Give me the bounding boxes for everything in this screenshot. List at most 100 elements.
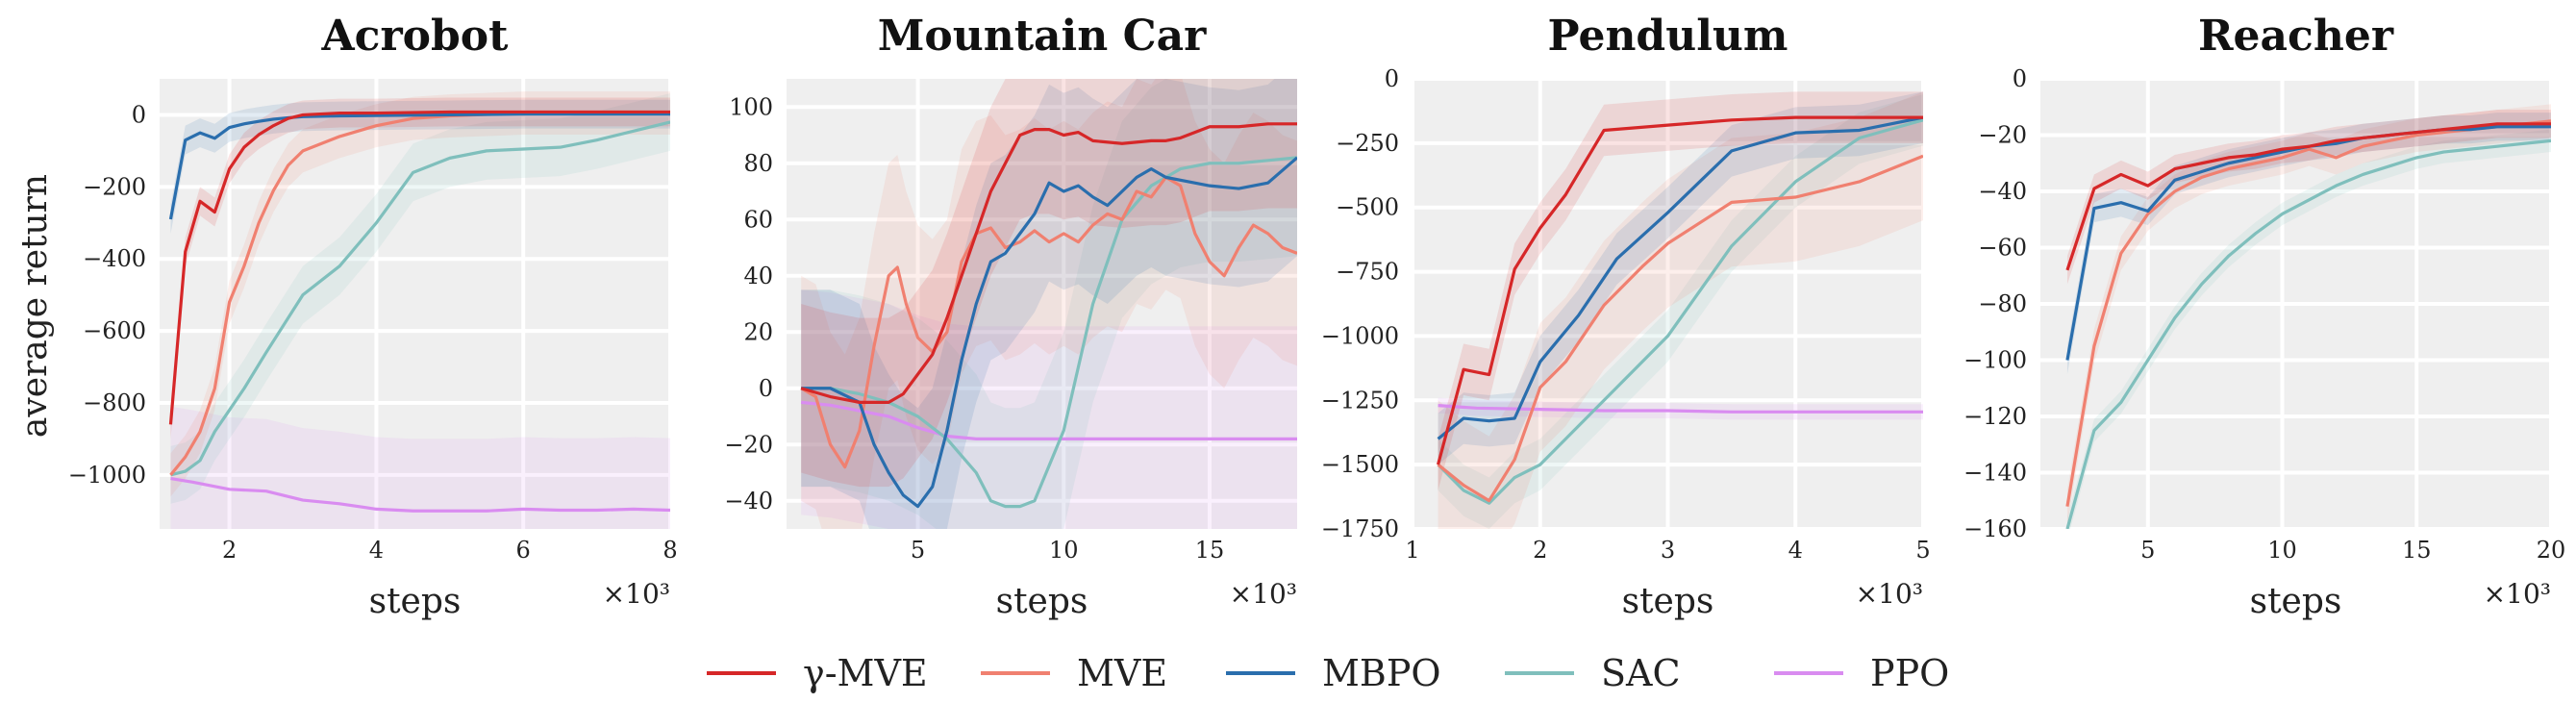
x-tick-label: 5	[1915, 537, 1930, 564]
legend-label: SAC	[1601, 652, 1681, 694]
y-tick-label: −750	[1336, 259, 1399, 286]
y-tick-label: 0	[1385, 65, 1399, 92]
legend-item: PPO	[1774, 652, 1949, 694]
y-tick-label: −600	[83, 317, 146, 344]
y-tick-label: −800	[83, 389, 146, 416]
x-tick-label: 15	[1195, 537, 1225, 564]
line-mve	[800, 122, 1297, 404]
line-sac	[801, 156, 1297, 509]
band-mbpo	[1438, 91, 1923, 465]
y-tick-label: −1750	[1321, 515, 1399, 542]
panel-title: Acrobot	[321, 12, 510, 61]
y-tick-label: −100	[1963, 347, 2027, 374]
legend-item: SAC	[1505, 652, 1681, 694]
y-tick-label: 60	[743, 206, 773, 233]
band-mve	[1438, 91, 1923, 490]
x-axis-label: steps	[369, 582, 462, 621]
band-sac	[2066, 129, 2551, 529]
panel-title: Reacher	[2198, 12, 2394, 61]
y-tick-label: −1250	[1321, 387, 1399, 414]
x-multiplier: ×10³	[1230, 578, 1297, 610]
x-tick-label: 6	[516, 537, 531, 564]
y-tick-label: 0	[2013, 65, 2027, 92]
line-ppo	[170, 477, 670, 513]
y-tick-label: 100	[729, 93, 773, 120]
panel-mountain-car: 5 10 15 100 80 60 40 20 0 −20 −40 Mountain Car steps…	[724, 12, 1297, 621]
line-mbpo	[168, 113, 670, 220]
line-mve	[2065, 122, 2551, 271]
y-tick-label: 20	[743, 318, 773, 345]
legend: γ-MVE MVE MBPO SAC PPO	[707, 652, 1949, 694]
x-tick-label: 10	[2267, 537, 2297, 564]
band-mbpo	[801, 79, 1297, 529]
band-ppo	[1438, 397, 1923, 420]
y-tick-label: −250	[1336, 130, 1399, 157]
x-tick-label: 5	[911, 537, 925, 564]
legend-item: MBPO	[1226, 652, 1441, 694]
panel-pendulum: 1 2 3 4 5 0 −250 −500 −750 −1000 −1250 −1500 −1750 Pe…	[1321, 12, 1931, 621]
legend-label: PPO	[1870, 652, 1949, 694]
x-axis-label: steps	[996, 582, 1088, 621]
line-mve	[168, 110, 670, 425]
band-mve	[801, 79, 1297, 529]
y-tick-label: 80	[743, 150, 773, 177]
x-tick-label: 2	[222, 537, 237, 564]
x-multiplier: ×10³	[2484, 578, 2551, 610]
y-tick-label: −1500	[1321, 451, 1399, 478]
legend-item: MVE	[981, 652, 1167, 694]
line-ppo	[1438, 404, 1923, 414]
x-multiplier: ×10³	[603, 578, 670, 610]
y-tick-label: −500	[1336, 194, 1399, 221]
band-sac	[1438, 94, 1923, 529]
legend-label: γ-MVE	[803, 652, 928, 694]
panel-reacher: 5 10 15 20 0 −20 −40 −60 −80 −100 −120 −140 −160 Reac…	[1963, 12, 2565, 621]
y-tick-label: −140	[1963, 460, 2027, 487]
panel-acrobot: 2 4 6 8 0 −200 −400 −600 −800 −1000 Acrobot steps ×1…	[68, 12, 678, 621]
series-group	[2065, 104, 2551, 529]
x-tick-label: 1	[1405, 537, 1419, 564]
y-tick-label: −400	[83, 245, 146, 272]
plot-area	[160, 79, 670, 529]
legend-label: MVE	[1077, 652, 1167, 694]
y-tick-label: −120	[1963, 403, 2027, 430]
y-tick-label: −40	[1978, 178, 2027, 205]
line-sac	[2065, 138, 2551, 529]
line-mve	[1437, 154, 1923, 503]
x-tick-label: 3	[1661, 537, 1675, 564]
band-mve	[2066, 110, 2551, 285]
band-ppo	[801, 289, 1297, 529]
band-sac	[801, 79, 1297, 529]
y-tick-label: −160	[1963, 515, 2027, 542]
series-group	[800, 79, 1297, 529]
line-mbpo	[801, 156, 1297, 509]
y-tick-label: 40	[743, 263, 773, 289]
y-tick-label: −20	[1978, 122, 2027, 149]
x-multiplier: ×10³	[1856, 578, 1923, 610]
y-tick-label: −20	[724, 431, 773, 458]
line-sac	[170, 120, 670, 477]
x-tick-label: 4	[1788, 537, 1803, 564]
panel-title: Mountain Car	[878, 12, 1207, 61]
y-tick-label: 0	[132, 101, 146, 128]
x-tick-label: 20	[2537, 537, 2566, 564]
x-tick-label: 8	[663, 537, 677, 564]
line-mve	[1437, 115, 1923, 465]
line-sac	[1437, 118, 1923, 505]
x-tick-label: 15	[2402, 537, 2432, 564]
y-tick-label: −40	[724, 488, 773, 515]
legend-label: MBPO	[1322, 652, 1441, 694]
y-tick-label: −200	[83, 173, 146, 200]
legend-item: γ-MVE	[707, 652, 928, 694]
y-tick-label: −80	[1978, 290, 2027, 317]
y-axis-label: average return	[15, 174, 55, 438]
band-mve	[170, 91, 670, 497]
line-mbpo	[1437, 115, 1923, 440]
x-tick-label: 2	[1533, 537, 1547, 564]
x-tick-label: 4	[369, 537, 384, 564]
y-tick-label: 0	[759, 375, 773, 402]
plot-area	[787, 79, 1297, 529]
y-tick-label: −1000	[68, 462, 146, 489]
series-group	[1437, 91, 1923, 529]
series-group	[168, 91, 670, 529]
